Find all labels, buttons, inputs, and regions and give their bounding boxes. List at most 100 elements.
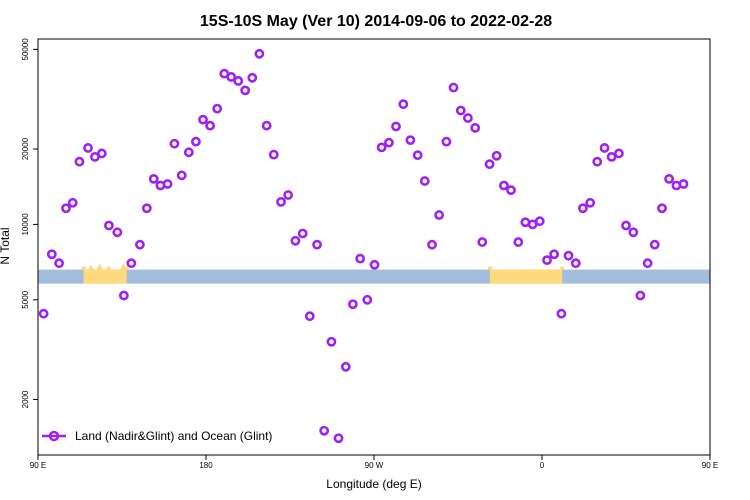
data-point bbox=[162, 179, 173, 189]
data-point bbox=[141, 203, 152, 214]
data-point bbox=[577, 203, 588, 214]
x-tick-label: 90 W bbox=[365, 461, 384, 470]
data-point bbox=[112, 227, 123, 238]
x-tick-label: 180 bbox=[199, 461, 213, 470]
data-point bbox=[67, 197, 78, 208]
land-shoulder bbox=[124, 266, 129, 270]
data-point bbox=[391, 121, 401, 132]
data-point bbox=[254, 48, 265, 59]
data-point bbox=[462, 113, 473, 123]
data-point bbox=[499, 180, 509, 191]
data-point bbox=[283, 190, 294, 200]
data-point bbox=[148, 173, 159, 184]
y-axis: 2000 5000 10000 20000 50000 bbox=[21, 38, 38, 408]
land-bump bbox=[105, 265, 112, 270]
data-point bbox=[319, 425, 330, 436]
data-point bbox=[312, 239, 322, 250]
x-axis: 90 E 180 90 W 0 90 E bbox=[30, 455, 718, 470]
x-tick-label: 90 E bbox=[30, 461, 46, 470]
data-point bbox=[563, 250, 574, 261]
data-point bbox=[642, 258, 653, 269]
land-segment bbox=[489, 269, 563, 284]
data-point bbox=[556, 308, 567, 319]
data-point bbox=[384, 137, 394, 148]
data-point bbox=[38, 308, 49, 319]
data-point bbox=[83, 143, 93, 153]
data-point bbox=[434, 210, 445, 220]
data-point bbox=[542, 255, 552, 266]
y-axis-label: N Total bbox=[0, 227, 12, 264]
data-point bbox=[169, 138, 180, 149]
chart-title: 15S-10S May (Ver 10) 2014-09-06 to 2022-… bbox=[200, 13, 552, 30]
data-point bbox=[333, 433, 344, 444]
data-point bbox=[549, 249, 560, 260]
data-point bbox=[649, 239, 660, 250]
data-point bbox=[484, 159, 495, 170]
data-point bbox=[585, 197, 596, 208]
data-point bbox=[290, 235, 301, 246]
data-point bbox=[664, 173, 675, 184]
data-point bbox=[614, 148, 624, 159]
data-point bbox=[599, 143, 610, 153]
y-tick-label: 20000 bbox=[21, 137, 30, 160]
data-point bbox=[362, 294, 373, 305]
land-bump bbox=[88, 264, 95, 270]
land-ocean-band bbox=[38, 262, 710, 284]
data-point bbox=[104, 220, 114, 231]
data-point bbox=[340, 361, 351, 372]
x-tick-label: 90 E bbox=[702, 461, 718, 470]
data-point bbox=[369, 259, 380, 270]
data-point bbox=[191, 136, 201, 147]
data-point bbox=[570, 258, 581, 269]
data-point bbox=[678, 179, 689, 189]
data-point bbox=[276, 196, 286, 207]
y-tick-label: 50000 bbox=[21, 38, 30, 61]
data-point bbox=[405, 135, 416, 146]
data-point bbox=[226, 72, 237, 82]
data-point bbox=[212, 103, 223, 114]
data-point bbox=[448, 82, 459, 93]
data-point bbox=[657, 203, 667, 214]
data-point bbox=[412, 150, 423, 161]
legend: Land (Nadir&Glint) and Ocean (Glint) bbox=[42, 429, 272, 443]
data-point bbox=[268, 149, 279, 160]
data-point bbox=[470, 122, 481, 133]
data-point bbox=[348, 299, 358, 310]
data-point bbox=[419, 176, 430, 186]
data-point bbox=[376, 142, 387, 153]
data-point bbox=[233, 76, 244, 86]
data-point bbox=[534, 216, 545, 227]
data-point bbox=[240, 85, 251, 96]
data-point bbox=[427, 239, 437, 250]
data-point bbox=[247, 72, 258, 83]
legend-marker bbox=[48, 430, 60, 442]
data-point bbox=[96, 148, 107, 159]
ocean-band bbox=[38, 269, 710, 284]
land-shoulder bbox=[81, 266, 86, 270]
data-point bbox=[326, 336, 337, 347]
y-tick-label: 10000 bbox=[21, 213, 30, 236]
data-point bbox=[506, 185, 516, 196]
y-tick-label: 5000 bbox=[21, 290, 30, 308]
legend-label: Land (Nadir&Glint) and Ocean (Glint) bbox=[75, 429, 272, 443]
data-point bbox=[606, 152, 617, 162]
data-point bbox=[477, 237, 488, 247]
y-tick-label: 2000 bbox=[21, 390, 30, 408]
data-point bbox=[118, 290, 129, 301]
data-point bbox=[398, 99, 409, 110]
land-shoulder bbox=[487, 266, 492, 270]
data-point bbox=[135, 239, 145, 250]
data-point bbox=[628, 227, 639, 238]
data-point bbox=[297, 228, 308, 239]
land-segment bbox=[83, 269, 127, 284]
data-point bbox=[54, 258, 64, 269]
data-point bbox=[304, 311, 315, 322]
data-point bbox=[126, 258, 137, 269]
data-point bbox=[621, 220, 631, 231]
data-point bbox=[513, 237, 524, 247]
data-point bbox=[491, 150, 502, 161]
data-point bbox=[46, 249, 57, 260]
land-shoulder bbox=[560, 266, 565, 270]
data-point bbox=[635, 290, 646, 301]
